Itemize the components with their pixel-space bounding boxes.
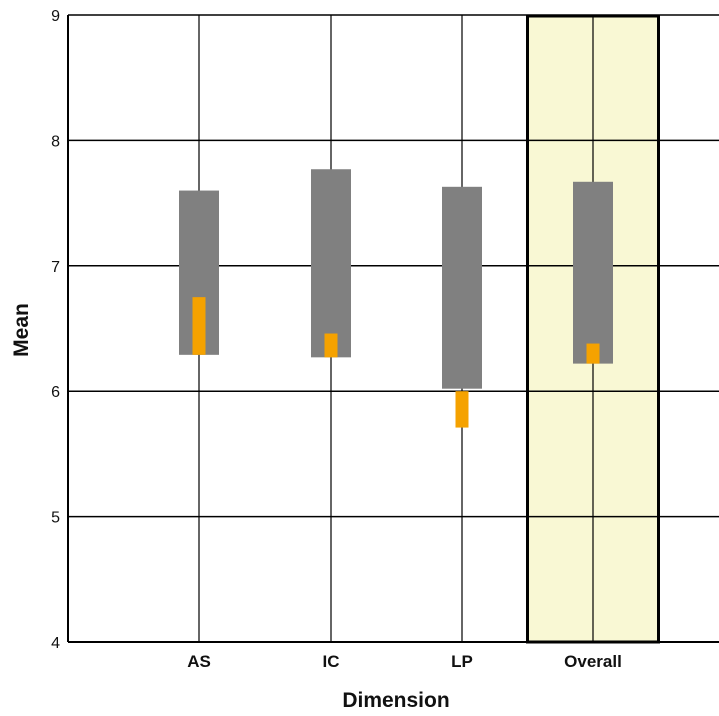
bar-orange-ic — [324, 333, 338, 358]
bar-orange-overall — [586, 343, 600, 364]
y-tick-label-6: 6 — [51, 384, 60, 401]
bar-grey-ic — [311, 169, 351, 358]
bar-orange-as — [192, 297, 206, 355]
y-tick-label-8: 8 — [51, 133, 60, 150]
x-tick-label-ic: IC — [323, 652, 340, 671]
x-tick-label-lp: LP — [451, 652, 473, 671]
y-tick-label-4: 4 — [51, 635, 60, 652]
x-tick-label-as: AS — [187, 652, 211, 671]
bars — [179, 169, 613, 428]
x-tick-labels: AS IC LP Overall — [187, 652, 622, 671]
bar-orange-lp — [455, 391, 469, 428]
bar-grey-overall — [573, 181, 613, 364]
y-axis-title: Mean — [10, 303, 33, 357]
y-tick-labels: 4 5 6 7 8 9 — [51, 8, 60, 652]
y-tick-label-5: 5 — [51, 510, 60, 527]
x-tick-label-overall: Overall — [564, 652, 622, 671]
y-tick-label-9: 9 — [51, 8, 60, 25]
y-tick-label-7: 7 — [51, 259, 60, 276]
x-axis-title: Dimension — [342, 689, 449, 712]
bar-grey-lp — [442, 186, 482, 389]
highlight-border-overall — [526, 14, 660, 644]
plot-frame — [67, 14, 719, 644]
